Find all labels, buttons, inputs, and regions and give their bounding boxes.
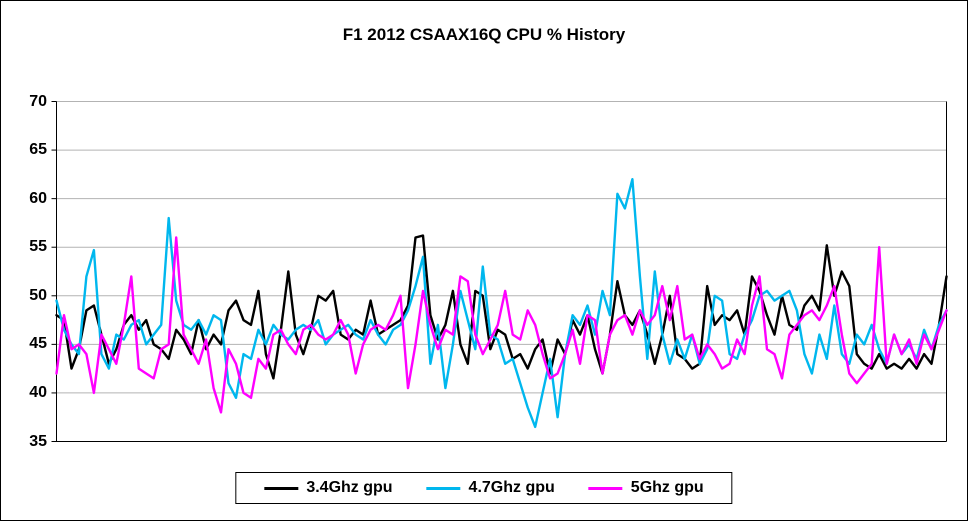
y-axis-tick-label: 40 <box>29 383 47 401</box>
legend-swatch-4-7ghz-gpu <box>426 486 461 490</box>
y-axis-tick-label: 60 <box>29 189 47 207</box>
legend: 3.4Ghz gpu 4.7Ghz gpu 5Ghz gpu <box>235 472 733 504</box>
y-axis: 70 65 60 55 50 45 40 35 <box>1 1 47 520</box>
legend-item-4-7ghz-gpu: 4.7Ghz gpu <box>426 479 555 497</box>
legend-label-4-7ghz-gpu: 4.7Ghz gpu <box>468 479 555 496</box>
y-axis-tick-label: 55 <box>29 238 47 256</box>
series-line-5ghz-gpu <box>55 236 948 414</box>
legend-swatch-5ghz-gpu <box>588 486 623 490</box>
series-line-4-7ghz-gpu <box>55 177 948 429</box>
legend-label-3-4ghz-gpu: 3.4Ghz gpu <box>306 479 393 496</box>
legend-label-5ghz-gpu: 5Ghz gpu <box>630 479 704 496</box>
y-axis-tick-label: 35 <box>29 432 47 450</box>
y-axis-tick-label: 65 <box>29 141 47 159</box>
chart-title: F1 2012 CSAAX16Q CPU % History <box>342 25 626 44</box>
y-axis-tick-label: 50 <box>29 286 47 304</box>
y-axis-tick-label: 45 <box>29 335 47 353</box>
legend-swatch-3-4ghz-gpu <box>264 486 299 490</box>
legend-item-5ghz-gpu: 5Ghz gpu <box>588 479 704 497</box>
y-axis-tick-label: 70 <box>29 92 47 110</box>
legend-item-3-4ghz-gpu: 3.4Ghz gpu <box>264 479 393 497</box>
